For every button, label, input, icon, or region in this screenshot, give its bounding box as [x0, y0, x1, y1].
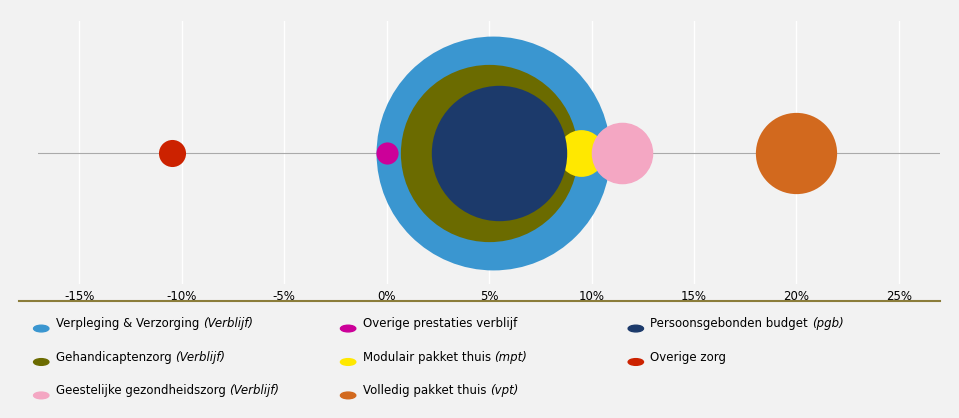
- Text: Overige zorg: Overige zorg: [650, 351, 726, 364]
- Text: (Verblijf): (Verblijf): [229, 384, 279, 397]
- Point: [485, 149, 501, 156]
- Text: Overige prestaties verblijf: Overige prestaties verblijf: [363, 317, 517, 330]
- Text: Geestelijke gezondheidszorg: Geestelijke gezondheidszorg: [56, 384, 229, 397]
- Text: Verpleging & Verzorging: Verpleging & Verzorging: [56, 317, 202, 330]
- Text: Gehandicaptenzorg: Gehandicaptenzorg: [56, 351, 175, 364]
- Text: (Verblijf): (Verblijf): [175, 351, 225, 364]
- Text: (mpt): (mpt): [495, 351, 527, 364]
- Text: (vpt): (vpt): [490, 384, 518, 397]
- Text: (pgb): (pgb): [811, 317, 844, 330]
- Point: [492, 149, 507, 156]
- Point: [788, 149, 804, 156]
- Text: Persoonsgebonden budget: Persoonsgebonden budget: [650, 317, 811, 330]
- Point: [379, 149, 394, 156]
- Point: [573, 149, 589, 156]
- Text: Volledig pakket thuis: Volledig pakket thuis: [363, 384, 490, 397]
- Point: [164, 149, 179, 156]
- Text: (Verblijf): (Verblijf): [202, 317, 253, 330]
- Point: [615, 149, 630, 156]
- Text: Modulair pakket thuis: Modulair pakket thuis: [363, 351, 495, 364]
- Point: [481, 149, 497, 156]
